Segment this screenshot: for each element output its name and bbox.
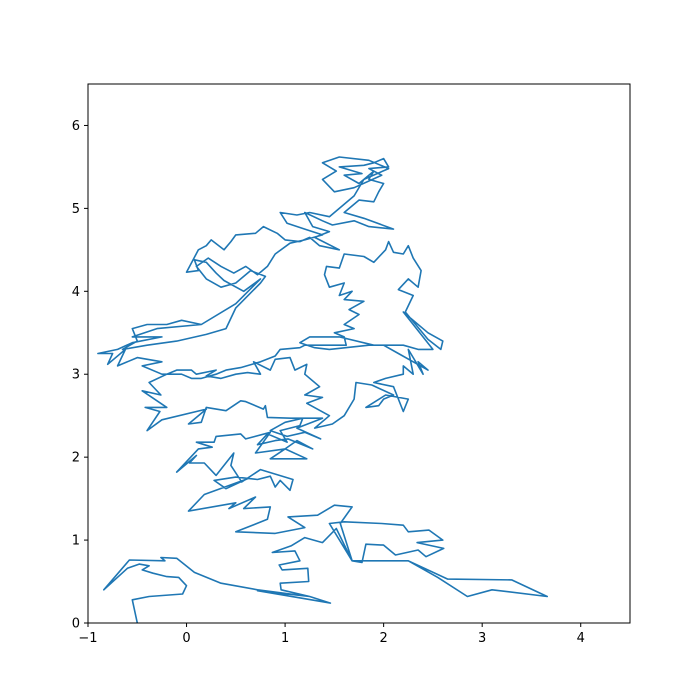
- y-tick-label: 5: [72, 202, 80, 217]
- y-tick-label: 6: [72, 119, 80, 134]
- y-tick-label: 1: [72, 534, 80, 549]
- x-axis: −1 0 1 2 3 4: [78, 623, 585, 646]
- y-tick-label: 3: [72, 368, 80, 383]
- x-tick-label: 3: [478, 631, 486, 646]
- series-line-0: [97, 156, 549, 623]
- y-tick-label: 2: [72, 451, 80, 466]
- x-tick-label: 1: [281, 631, 289, 646]
- y-tick-label: 4: [72, 285, 80, 300]
- x-tick-label: 4: [577, 631, 585, 646]
- y-axis: 0 1 2 3 4 5 6: [72, 119, 88, 632]
- x-tick-label: −1: [78, 631, 97, 646]
- x-tick-label: 0: [182, 631, 190, 646]
- x-tick-label: 2: [379, 631, 387, 646]
- axes-frame: [87, 83, 631, 624]
- y-tick-label: 0: [72, 617, 80, 632]
